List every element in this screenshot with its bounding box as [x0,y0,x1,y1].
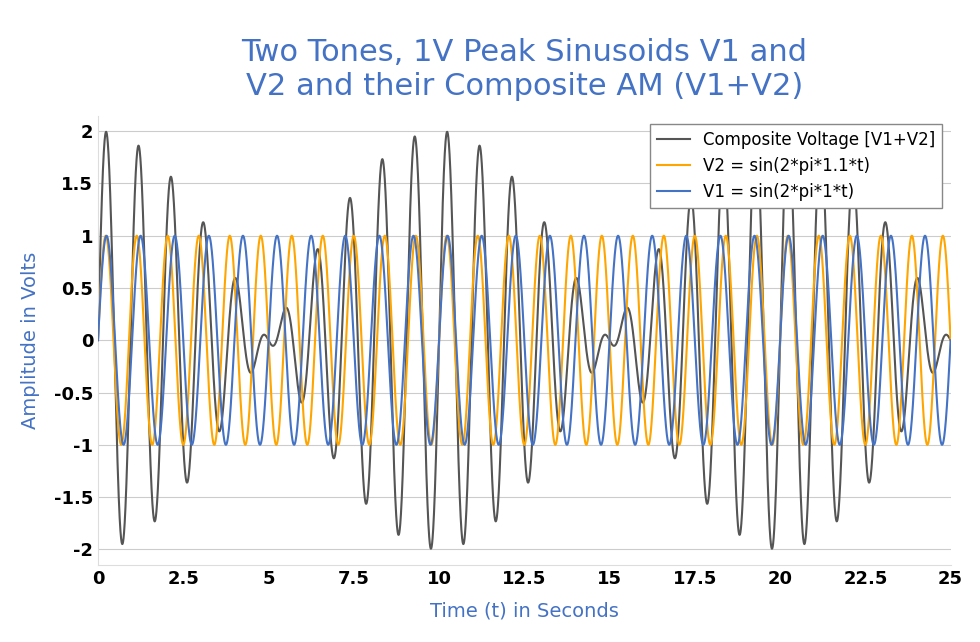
V1 = sin(2*pi*1*t) [92,336,104,344]
Composite Voltage [V1+V2] [143,419,155,426]
V2 = sin(2*pi*1.1*t) [143,419,155,426]
V2 = sin(2*pi*1.1*t) [96,263,108,271]
Composite Voltage [V1+V2] [766,545,778,553]
V2 = sin(2*pi*1.1*t) [627,232,639,239]
Composite Voltage [V1+V2] [900,400,911,408]
V2 = sin(2*pi*1.1*t) [900,306,911,313]
V1 = sin(2*pi*1*t) [509,233,520,241]
V1 = sin(2*pi*1*t) [260,396,271,404]
V2 = sin(2*pi*1.1*t) [394,441,406,449]
Legend: Composite Voltage [V1+V2], V2 = sin(2*pi*1.1*t), V1 = sin(2*pi*1*t): Composite Voltage [V1+V2], V2 = sin(2*pi… [650,124,942,208]
Line: Composite Voltage [V1+V2]: Composite Voltage [V1+V2] [98,132,951,549]
V2 = sin(2*pi*1.1*t) [92,336,104,344]
X-axis label: Time (t) in Seconds: Time (t) in Seconds [430,602,618,621]
Y-axis label: Amplitude in Volts: Amplitude in Volts [21,252,40,429]
V1 = sin(2*pi*1*t) [143,335,155,343]
V1 = sin(2*pi*1*t) [96,268,108,276]
Composite Voltage [V1+V2] [509,198,520,206]
Line: V2 = sin(2*pi*1.1*t): V2 = sin(2*pi*1.1*t) [98,236,951,445]
V1 = sin(2*pi*1*t) [127,312,139,320]
V1 = sin(2*pi*1*t) [945,336,956,344]
V2 = sin(2*pi*1.1*t) [945,336,956,344]
Composite Voltage [V1+V2] [127,231,139,239]
V1 = sin(2*pi*1*t) [900,430,911,438]
Composite Voltage [V1+V2] [945,336,956,344]
Title: Two Tones, 1V Peak Sinusoids V1 and
V2 and their Composite AM (V1+V2): Two Tones, 1V Peak Sinusoids V1 and V2 a… [241,38,808,101]
Composite Voltage [V1+V2] [96,195,108,203]
V2 = sin(2*pi*1.1*t) [509,302,520,309]
V2 = sin(2*pi*1.1*t) [260,270,271,278]
V1 = sin(2*pi*1*t) [101,232,113,239]
Line: V1 = sin(2*pi*1*t): V1 = sin(2*pi*1*t) [98,236,951,445]
Composite Voltage [V1+V2] [100,128,112,135]
Composite Voltage [V1+V2] [92,336,104,344]
V1 = sin(2*pi*1*t) [936,441,948,449]
V2 = sin(2*pi*1.1*t) [127,256,139,264]
Composite Voltage [V1+V2] [260,331,271,339]
